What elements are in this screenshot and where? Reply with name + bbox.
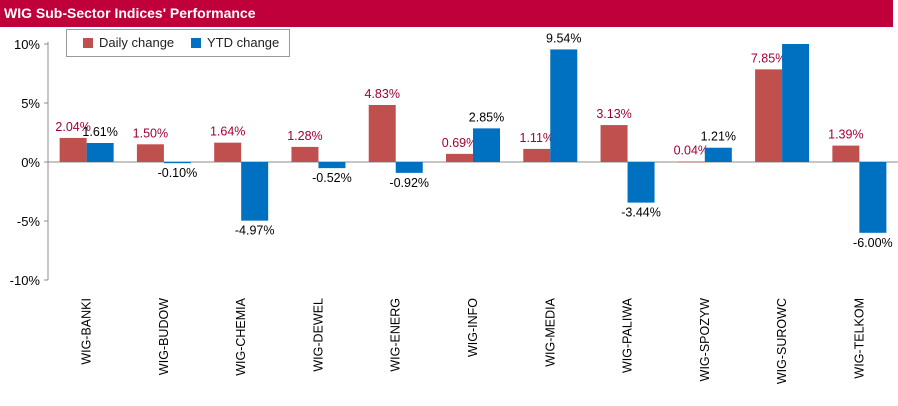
legend-item-daily: Daily change [83,35,174,50]
ytd-change-data-label: -6.00% [853,236,893,250]
x-tick-label: WIG-ENERG [389,298,403,372]
legend-label-ytd: YTD change [207,35,280,50]
x-tick-label: WIG-SPOZYW [698,298,712,382]
y-tick-label: 10% [14,37,40,52]
ytd-change-bar-wig-surowc [782,44,810,162]
daily-change-bar-wig-media [523,148,551,162]
daily-change-data-label: 1.11% [520,131,555,145]
daily-change-data-label: 1.64% [210,125,245,139]
ytd-change-bar-wig-energ [395,162,423,173]
daily-change-bar-wig-surowc [755,69,783,162]
legend-label-daily: Daily change [99,35,175,50]
daily-change-bar-wig-info [446,153,473,162]
legend-swatch-ytd [191,38,201,48]
ytd-change-bar-wig-dewel [318,162,346,169]
ytd-change-bar-wig-chemia [241,162,269,221]
daily-change-bar-wig-telkom [832,145,860,162]
chart-title: WIG Sub-Sector Indices' Performance [4,5,256,21]
ytd-change-data-label: 1.61% [82,125,117,139]
y-tick-label: 0% [21,155,40,170]
x-tick-label: WIG-DEWEL [311,298,325,372]
daily-change-bar-wig-chemia [214,142,242,162]
daily-change-data-label: 1.39% [828,128,863,142]
x-tick-label: WIG-TELKOM [852,298,866,379]
ytd-change-data-label: -3.44% [621,206,661,220]
ytd-change-bar-wig-paliwa [627,162,655,203]
daily-change-bar-wig-banki [59,137,87,162]
ytd-change-data-label: 2.85% [469,110,504,124]
ytd-change-bar-wig-media [550,49,578,162]
ytd-change-bar-wig-banki [86,143,114,162]
ytd-change-data-label: -4.97% [235,224,275,238]
daily-change-bar-wig-budow [136,144,164,162]
daily-change-data-label: 3.13% [596,107,631,121]
ytd-change-data-label: -0.92% [389,176,429,190]
daily-change-data-label: 0.04% [674,144,709,158]
ytd-change-bar-wig-budow [163,162,191,164]
daily-change-data-label: 0.69% [442,136,477,150]
ytd-change-data-label: -0.10% [158,166,198,180]
ytd-change-data-label: 9.54% [546,31,581,45]
daily-change-data-label: 1.28% [287,129,322,143]
daily-change-bar-wig-paliwa [600,125,628,162]
daily-change-data-label: 4.83% [365,87,400,101]
daily-change-bar-wig-energ [368,105,396,162]
ytd-change-bar-wig-telkom [859,162,887,233]
legend-swatch-daily [83,38,93,48]
ytd-change-data-label: -0.52% [312,171,352,185]
daily-change-data-label: 7.85% [751,51,786,65]
ytd-change-bar-wig-info [473,128,500,162]
x-tick-label: WIG-BUDOW [157,298,171,375]
y-tick-label: -5% [17,214,41,229]
chart-title-bar: WIG Sub-Sector Indices' Performance [0,0,893,27]
daily-change-data-label: 1.50% [133,126,168,140]
y-tick-label: -10% [10,273,41,288]
x-tick-label: WIG-PALIWA [621,297,635,373]
x-tick-label: WIG-SUROWC [775,298,789,384]
x-tick-label: WIG-CHEMIA [234,297,248,375]
ytd-change-bar-wig-spozyw [704,147,732,162]
daily-change-data-label: 2.04% [55,120,90,134]
daily-change-bar-wig-spozyw [677,161,705,163]
x-tick-label: WIG-INFO [466,298,480,357]
y-tick-label: 5% [21,96,40,111]
x-tick-label: WIG-BANKI [80,298,94,365]
daily-change-bar-wig-dewel [291,146,319,162]
legend-item-ytd: YTD change [191,35,279,50]
ytd-change-data-label: 1.21% [701,130,736,144]
legend: Daily change YTD change [66,29,290,57]
x-tick-label: WIG-MEDIA [543,297,557,366]
